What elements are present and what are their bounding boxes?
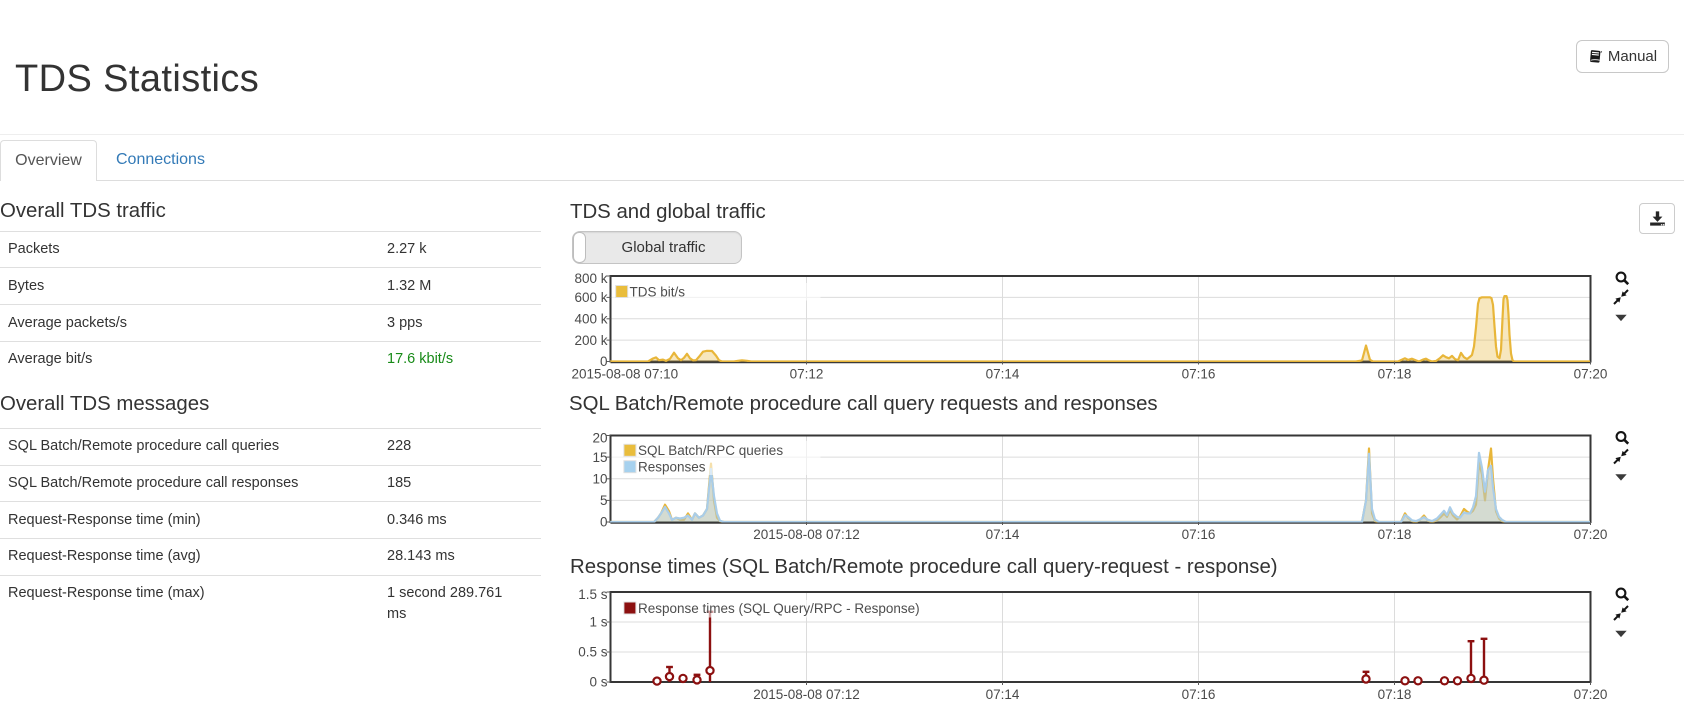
svg-text:07:20: 07:20: [1574, 687, 1608, 702]
svg-text:07:20: 07:20: [1574, 367, 1608, 382]
svg-text:600 k: 600 k: [574, 290, 607, 305]
svg-text:07:16: 07:16: [1182, 687, 1216, 702]
svg-text:07:18: 07:18: [1378, 687, 1412, 702]
svg-text:1 s: 1 s: [589, 615, 607, 630]
svg-text:1.5 s: 1.5 s: [578, 587, 608, 602]
svg-text:10: 10: [592, 472, 607, 487]
svg-text:07:16: 07:16: [1182, 527, 1216, 542]
svg-text:07:16: 07:16: [1182, 367, 1216, 382]
svg-text:07:14: 07:14: [986, 527, 1020, 542]
svg-text:Response times (SQL Query/RPC: Response times (SQL Query/RPC - Response…: [638, 601, 920, 616]
svg-text:800 k: 800 k: [574, 271, 607, 286]
svg-text:07:18: 07:18: [1378, 367, 1412, 382]
svg-text:5: 5: [600, 493, 608, 508]
svg-text:2015-08-08 07:12: 2015-08-08 07:12: [753, 687, 860, 702]
svg-text:200 k: 200 k: [574, 333, 607, 348]
svg-text:SQL Batch/RPC queries: SQL Batch/RPC queries: [638, 443, 783, 458]
svg-text:07:18: 07:18: [1378, 527, 1412, 542]
svg-text:0: 0: [600, 515, 608, 530]
svg-text:07:12: 07:12: [790, 367, 824, 382]
svg-text:0.5 s: 0.5 s: [578, 645, 608, 660]
svg-text:TDS bit/s: TDS bit/s: [630, 284, 686, 299]
svg-text:07:20: 07:20: [1574, 527, 1608, 542]
svg-text:Responses: Responses: [638, 460, 706, 475]
svg-text:2015-08-08 07:12: 2015-08-08 07:12: [753, 527, 860, 542]
svg-text:0: 0: [600, 354, 608, 369]
svg-text:07:14: 07:14: [986, 367, 1020, 382]
svg-text:400 k: 400 k: [574, 312, 607, 327]
svg-text:2015-08-08 07:10: 2015-08-08 07:10: [572, 367, 679, 382]
svg-text:15: 15: [592, 450, 607, 465]
svg-text:0 s: 0 s: [589, 675, 607, 690]
svg-text:07:14: 07:14: [986, 687, 1020, 702]
svg-text:20: 20: [592, 430, 607, 445]
